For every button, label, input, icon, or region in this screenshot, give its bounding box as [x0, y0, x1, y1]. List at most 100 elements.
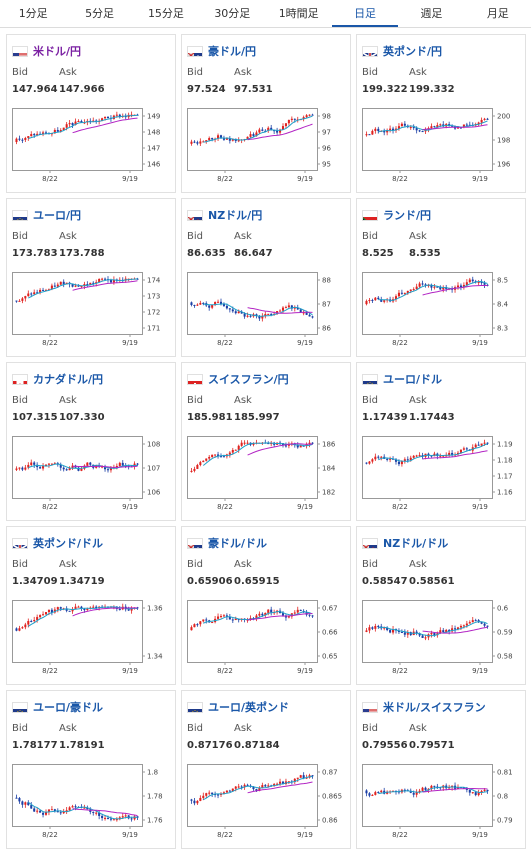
tab-timeframe[interactable]: 1時間足: [278, 7, 319, 20]
candle-body: [462, 284, 465, 288]
chart-area[interactable]: 1.8 1.78 1.76 8/22 9/19: [12, 764, 172, 839]
chart-area[interactable]: 149 148 147 146 8/22 9/19: [12, 108, 172, 183]
pair-link[interactable]: 米ドル/円: [12, 43, 81, 59]
chart-area[interactable]: 0.87 0.865 0.86 8/22 9/19: [187, 764, 347, 839]
chart-area[interactable]: 1.19 1.18 1.17 1.16 8/22 9/19: [362, 436, 522, 511]
candle-body: [397, 292, 400, 297]
y-tick-label: 172: [147, 309, 160, 317]
pair-link[interactable]: ユーロ/ドル: [362, 371, 442, 387]
pair-link[interactable]: ユーロ/豪ドル: [12, 699, 103, 715]
candle-body: [486, 284, 489, 286]
moving-average-long: [422, 787, 488, 793]
candle-body: [311, 114, 314, 116]
chart-area[interactable]: 174 173 172 171 8/22 9/19: [12, 272, 172, 347]
currency-card[interactable]: ユーロ/英ポンド Bid Ask 0.87176 0.87184 0.87 0.8…: [181, 690, 351, 849]
chart-area[interactable]: 98 97 96 95 8/22 9/19: [187, 108, 347, 183]
currency-card[interactable]: 豪ドル/ドル Bid Ask 0.65906 0.65915 0.67 0.66 0…: [181, 526, 351, 685]
tab-timeframe[interactable]: 月足: [486, 7, 509, 20]
currency-card[interactable]: ユーロ/円 Bid Ask 173.783 173.788 174 173 172 1…: [6, 198, 176, 357]
y-tick-label: 0.79: [497, 817, 513, 825]
y-tick-label: 0.6: [497, 605, 509, 613]
y-tick-label: 0.66: [322, 629, 338, 637]
currency-card[interactable]: スイスフラン/円 Bid Ask 185.981 185.997 186 184 1…: [181, 362, 351, 521]
candle-body: [104, 278, 107, 280]
pair-link[interactable]: 豪ドル/円: [187, 43, 256, 59]
tab-timeframe[interactable]: 日足: [331, 0, 399, 27]
pair-link[interactable]: 英ポンド/円: [362, 43, 442, 59]
chart-area[interactable]: 0.81 0.8 0.79 8/22 9/19: [362, 764, 522, 839]
ask-label: Ask: [234, 67, 252, 78]
candle-body: [33, 134, 36, 136]
currency-card[interactable]: NZドル/円 Bid Ask 86.635 86.647 88 87 86 8/22 9…: [181, 198, 351, 357]
currency-card[interactable]: 豪ドル/円 Bid Ask 97.524 97.531 98 97 96 95 8/22…: [181, 34, 351, 193]
pair-name[interactable]: ランド/円: [383, 209, 432, 222]
candle-body: [255, 132, 258, 137]
chart-area[interactable]: 200 198 196 8/22 9/19: [362, 108, 522, 183]
pair-name[interactable]: 米ドル/円: [33, 45, 82, 58]
pair-link[interactable]: 豪ドル/ドル: [187, 535, 267, 551]
pair-link[interactable]: NZドル/円: [187, 207, 262, 223]
candle-body: [421, 131, 424, 133]
pair-link[interactable]: スイスフラン/円: [187, 371, 289, 387]
pair-name[interactable]: 豪ドル/ドル: [208, 537, 268, 550]
currency-card[interactable]: 米ドル/円 Bid Ask 147.964 147.966 149 148 147 1…: [6, 34, 176, 193]
tab-timeframe[interactable]: 30分足: [214, 7, 251, 20]
pair-name[interactable]: ユーロ/円: [33, 209, 82, 222]
candle-body: [305, 115, 308, 118]
pair-name[interactable]: NZドル/ドル: [383, 537, 449, 550]
price-chart: 88 87 86 8/22 9/19: [187, 272, 331, 347]
currency-card[interactable]: ユーロ/豪ドル Bid Ask 1.78177 1.78191 1.8 1.78 1…: [6, 690, 176, 849]
chart-area[interactable]: 108 107 106 8/22 9/19: [12, 436, 172, 511]
tab-timeframe[interactable]: 5分足: [85, 7, 115, 20]
chart-area[interactable]: 8.5 8.4 8.3 8/22 9/19: [362, 272, 522, 347]
pair-name[interactable]: カナダドル/円: [33, 373, 104, 386]
candle-body: [222, 615, 225, 617]
pair-name[interactable]: スイスフラン/円: [208, 373, 289, 386]
candle-body: [193, 304, 196, 306]
pair-link[interactable]: ユーロ/英ポンド: [187, 699, 289, 715]
pair-link[interactable]: ユーロ/円: [12, 207, 81, 223]
pair-name[interactable]: 米ドル/スイスフラン: [383, 701, 486, 714]
pair-link[interactable]: カナダドル/円: [12, 371, 103, 387]
pair-link[interactable]: 英ポンド/ドル: [12, 535, 103, 551]
pair-name[interactable]: 英ポンド/円: [383, 45, 443, 58]
pair-name[interactable]: ユーロ/英ポンド: [208, 701, 290, 714]
currency-card[interactable]: ランド/円 Bid Ask 8.525 8.535 8.5 8.4 8.3 8/22 9…: [356, 198, 526, 357]
candle-body: [42, 465, 45, 469]
currency-card[interactable]: ユーロ/ドル Bid Ask 1.17439 1.17443 1.19 1.18 1…: [356, 362, 526, 521]
pair-link[interactable]: NZドル/ドル: [362, 535, 448, 551]
currency-card[interactable]: 英ポンド/円 Bid Ask 199.322 199.332 200 198 196…: [356, 34, 526, 193]
pair-name[interactable]: 豪ドル/円: [208, 45, 257, 58]
candle-body: [442, 287, 445, 290]
pair-link[interactable]: 米ドル/スイスフラン: [362, 699, 486, 715]
currency-card[interactable]: NZドル/ドル Bid Ask 0.58547 0.58561 0.6 0.59 0…: [356, 526, 526, 685]
chart-area[interactable]: 0.6 0.59 0.58 8/22 9/19: [362, 600, 522, 675]
chart-area[interactable]: 1.36 1.34 8/22 9/19: [12, 600, 172, 675]
candle-body: [133, 816, 136, 820]
candle-body: [365, 790, 368, 794]
chart-area[interactable]: 88 87 86 8/22 9/19: [187, 272, 347, 347]
candle-body: [394, 296, 398, 300]
candle-body: [199, 302, 202, 305]
chart-area[interactable]: 186 184 182 8/22 9/19: [187, 436, 347, 511]
moving-average-short: [203, 776, 313, 801]
tab-timeframe[interactable]: 15分足: [147, 7, 184, 20]
candle-body: [436, 286, 439, 288]
currency-card[interactable]: カナダドル/円 Bid Ask 107.315 107.330 108 107 10…: [6, 362, 176, 521]
pair-name[interactable]: NZドル/円: [208, 209, 263, 222]
tab-timeframe[interactable]: 週足: [420, 7, 443, 20]
candle-body: [50, 285, 53, 290]
tab-timeframe[interactable]: 1分足: [18, 7, 48, 20]
chart-area[interactable]: 0.67 0.66 0.65 8/22 9/19: [187, 600, 347, 675]
pair-name[interactable]: 英ポンド/ドル: [33, 537, 104, 550]
pair-name[interactable]: ユーロ/ドル: [383, 373, 443, 386]
candle-body: [483, 118, 486, 120]
candle-body: [430, 285, 433, 288]
currency-card[interactable]: 英ポンド/ドル Bid Ask 1.34709 1.34719 1.36 1.34…: [6, 526, 176, 685]
pair-name[interactable]: ユーロ/豪ドル: [33, 701, 104, 714]
candle-body: [270, 609, 273, 613]
currency-card[interactable]: 米ドル/スイスフラン Bid Ask 0.79556 0.79571 0.81 0…: [356, 690, 526, 849]
ask-value: 0.58561: [409, 576, 455, 587]
bid-label: Bid: [12, 67, 28, 78]
pair-link[interactable]: ランド/円: [362, 207, 431, 223]
